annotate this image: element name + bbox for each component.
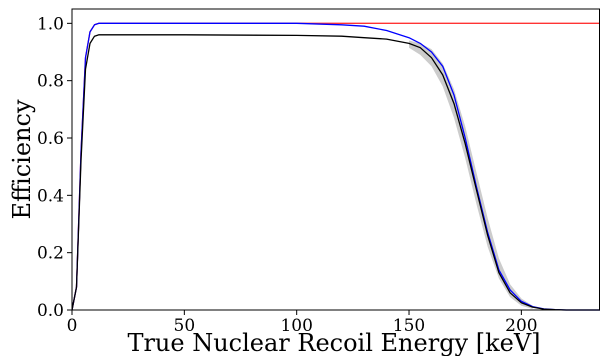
series-layer xyxy=(72,22,600,311)
y-tick-label: 0.4 xyxy=(37,186,64,206)
uncertainty-band xyxy=(409,40,533,309)
y-tick-label: 1.0 xyxy=(37,14,64,34)
plot-area xyxy=(71,8,600,311)
x-tick-label: 100 xyxy=(280,316,312,336)
series-line-1 xyxy=(72,22,600,311)
y-tick-label: 0.0 xyxy=(37,301,64,321)
y-tick-label: 0.2 xyxy=(37,244,64,264)
axes-frame xyxy=(71,8,600,311)
uncertainty-band-layer xyxy=(409,40,533,309)
y-axis-ticks: 0.0 0.2 0.4 0.6 0.8 1.0 xyxy=(37,14,72,321)
x-tick-label: 200 xyxy=(505,316,537,336)
y-tick-label: 0.6 xyxy=(37,129,64,149)
x-tick-label: 50 xyxy=(174,316,196,336)
x-tick-label: 0 xyxy=(67,316,78,336)
y-axis-label: Efficiency xyxy=(8,99,36,219)
x-axis-ticks: 0 50 100 150 200 xyxy=(67,310,538,336)
x-axis-label: True Nuclear Recoil Energy [keV] xyxy=(127,329,540,356)
series-line-3 xyxy=(72,34,600,311)
x-tick-label: 150 xyxy=(393,316,425,336)
series-line-2 xyxy=(72,22,600,311)
y-tick-label: 0.8 xyxy=(37,72,64,92)
